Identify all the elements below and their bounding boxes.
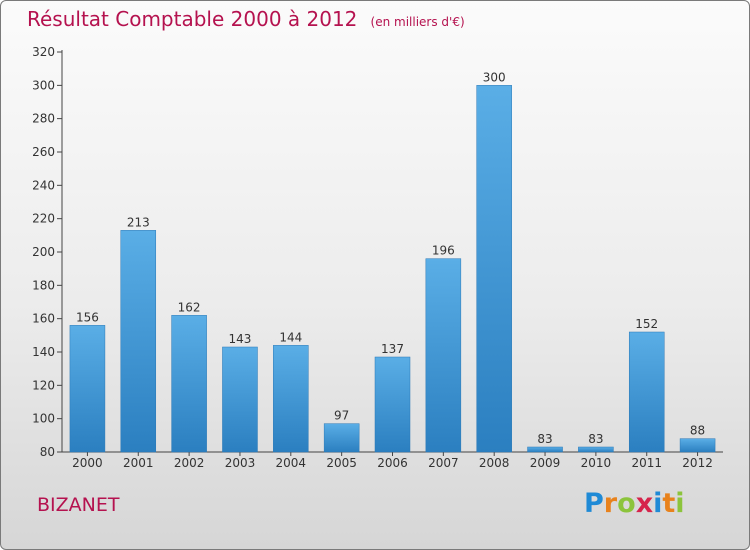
bar <box>527 446 563 453</box>
y-tick-label: 260 <box>32 145 55 159</box>
logo-letter: i <box>675 488 685 519</box>
x-tick-label: 2010 <box>581 456 612 470</box>
x-tick-label: 2003 <box>225 456 256 470</box>
y-tick-label: 160 <box>32 312 55 326</box>
logo-letter: x <box>635 488 654 519</box>
bar-value-label: 213 <box>127 215 150 229</box>
bar-value-label: 88 <box>690 424 705 438</box>
commune-name: BIZANET <box>37 494 120 516</box>
bar <box>171 315 207 453</box>
bar-value-label: 97 <box>334 409 349 423</box>
x-tick-label: 2009 <box>530 456 561 470</box>
bar-value-label: 143 <box>229 332 252 346</box>
bar-value-label: 137 <box>381 342 404 356</box>
bar-value-label: 156 <box>76 310 99 324</box>
x-tick-label: 2011 <box>631 456 662 470</box>
y-tick-label: 220 <box>32 212 55 226</box>
bar <box>222 346 258 453</box>
bar-value-label: 196 <box>432 244 455 258</box>
bar-value-label: 83 <box>588 432 603 446</box>
y-tick-label: 200 <box>32 245 55 259</box>
logo-letter: r <box>603 488 618 519</box>
bar <box>578 446 614 453</box>
y-tick-label: 120 <box>32 378 55 392</box>
x-tick-label: 2004 <box>276 456 307 470</box>
bar-value-label: 144 <box>279 330 302 344</box>
bar-value-label: 83 <box>537 432 552 446</box>
chart-title: Résultat Comptable 2000 à 2012 (en milli… <box>27 7 465 31</box>
x-tick-label: 2006 <box>377 456 408 470</box>
proxiti-logo[interactable]: Proxiti <box>584 488 685 519</box>
bar <box>374 356 411 453</box>
x-tick-label: 2002 <box>174 456 205 470</box>
y-tick-label: 280 <box>32 112 55 126</box>
logo-letter: i <box>653 488 663 519</box>
bar-value-label: 300 <box>483 70 506 84</box>
y-tick-label: 320 <box>32 45 55 59</box>
bar-value-label: 162 <box>178 300 201 314</box>
bar <box>69 325 106 453</box>
y-tick-label: 140 <box>32 345 55 359</box>
x-tick-label: 2007 <box>428 456 459 470</box>
bar <box>679 438 716 453</box>
y-tick-label: 180 <box>32 278 55 292</box>
bar <box>628 331 665 453</box>
x-tick-label: 2008 <box>479 456 510 470</box>
title-text: Résultat Comptable 2000 à 2012 <box>27 7 358 31</box>
title-unit: (en milliers d'€) <box>370 15 465 29</box>
y-tick-label: 100 <box>32 412 55 426</box>
x-tick-label: 2005 <box>326 456 357 470</box>
x-tick-label: 2001 <box>123 456 154 470</box>
y-tick-label: 240 <box>32 178 55 192</box>
x-tick-label: 2000 <box>72 456 103 470</box>
bar <box>120 230 157 453</box>
logo-letter: o <box>617 488 636 519</box>
bar <box>476 85 512 453</box>
x-tick-label: 2012 <box>682 456 713 470</box>
y-tick-label: 300 <box>32 78 55 92</box>
bar-value-label: 152 <box>635 317 658 331</box>
logo-letter: t <box>662 488 676 519</box>
bar <box>323 423 360 453</box>
logo-letter: P <box>584 488 604 519</box>
y-tick-label: 80 <box>40 445 55 459</box>
bar <box>425 258 462 453</box>
bar <box>273 345 309 453</box>
